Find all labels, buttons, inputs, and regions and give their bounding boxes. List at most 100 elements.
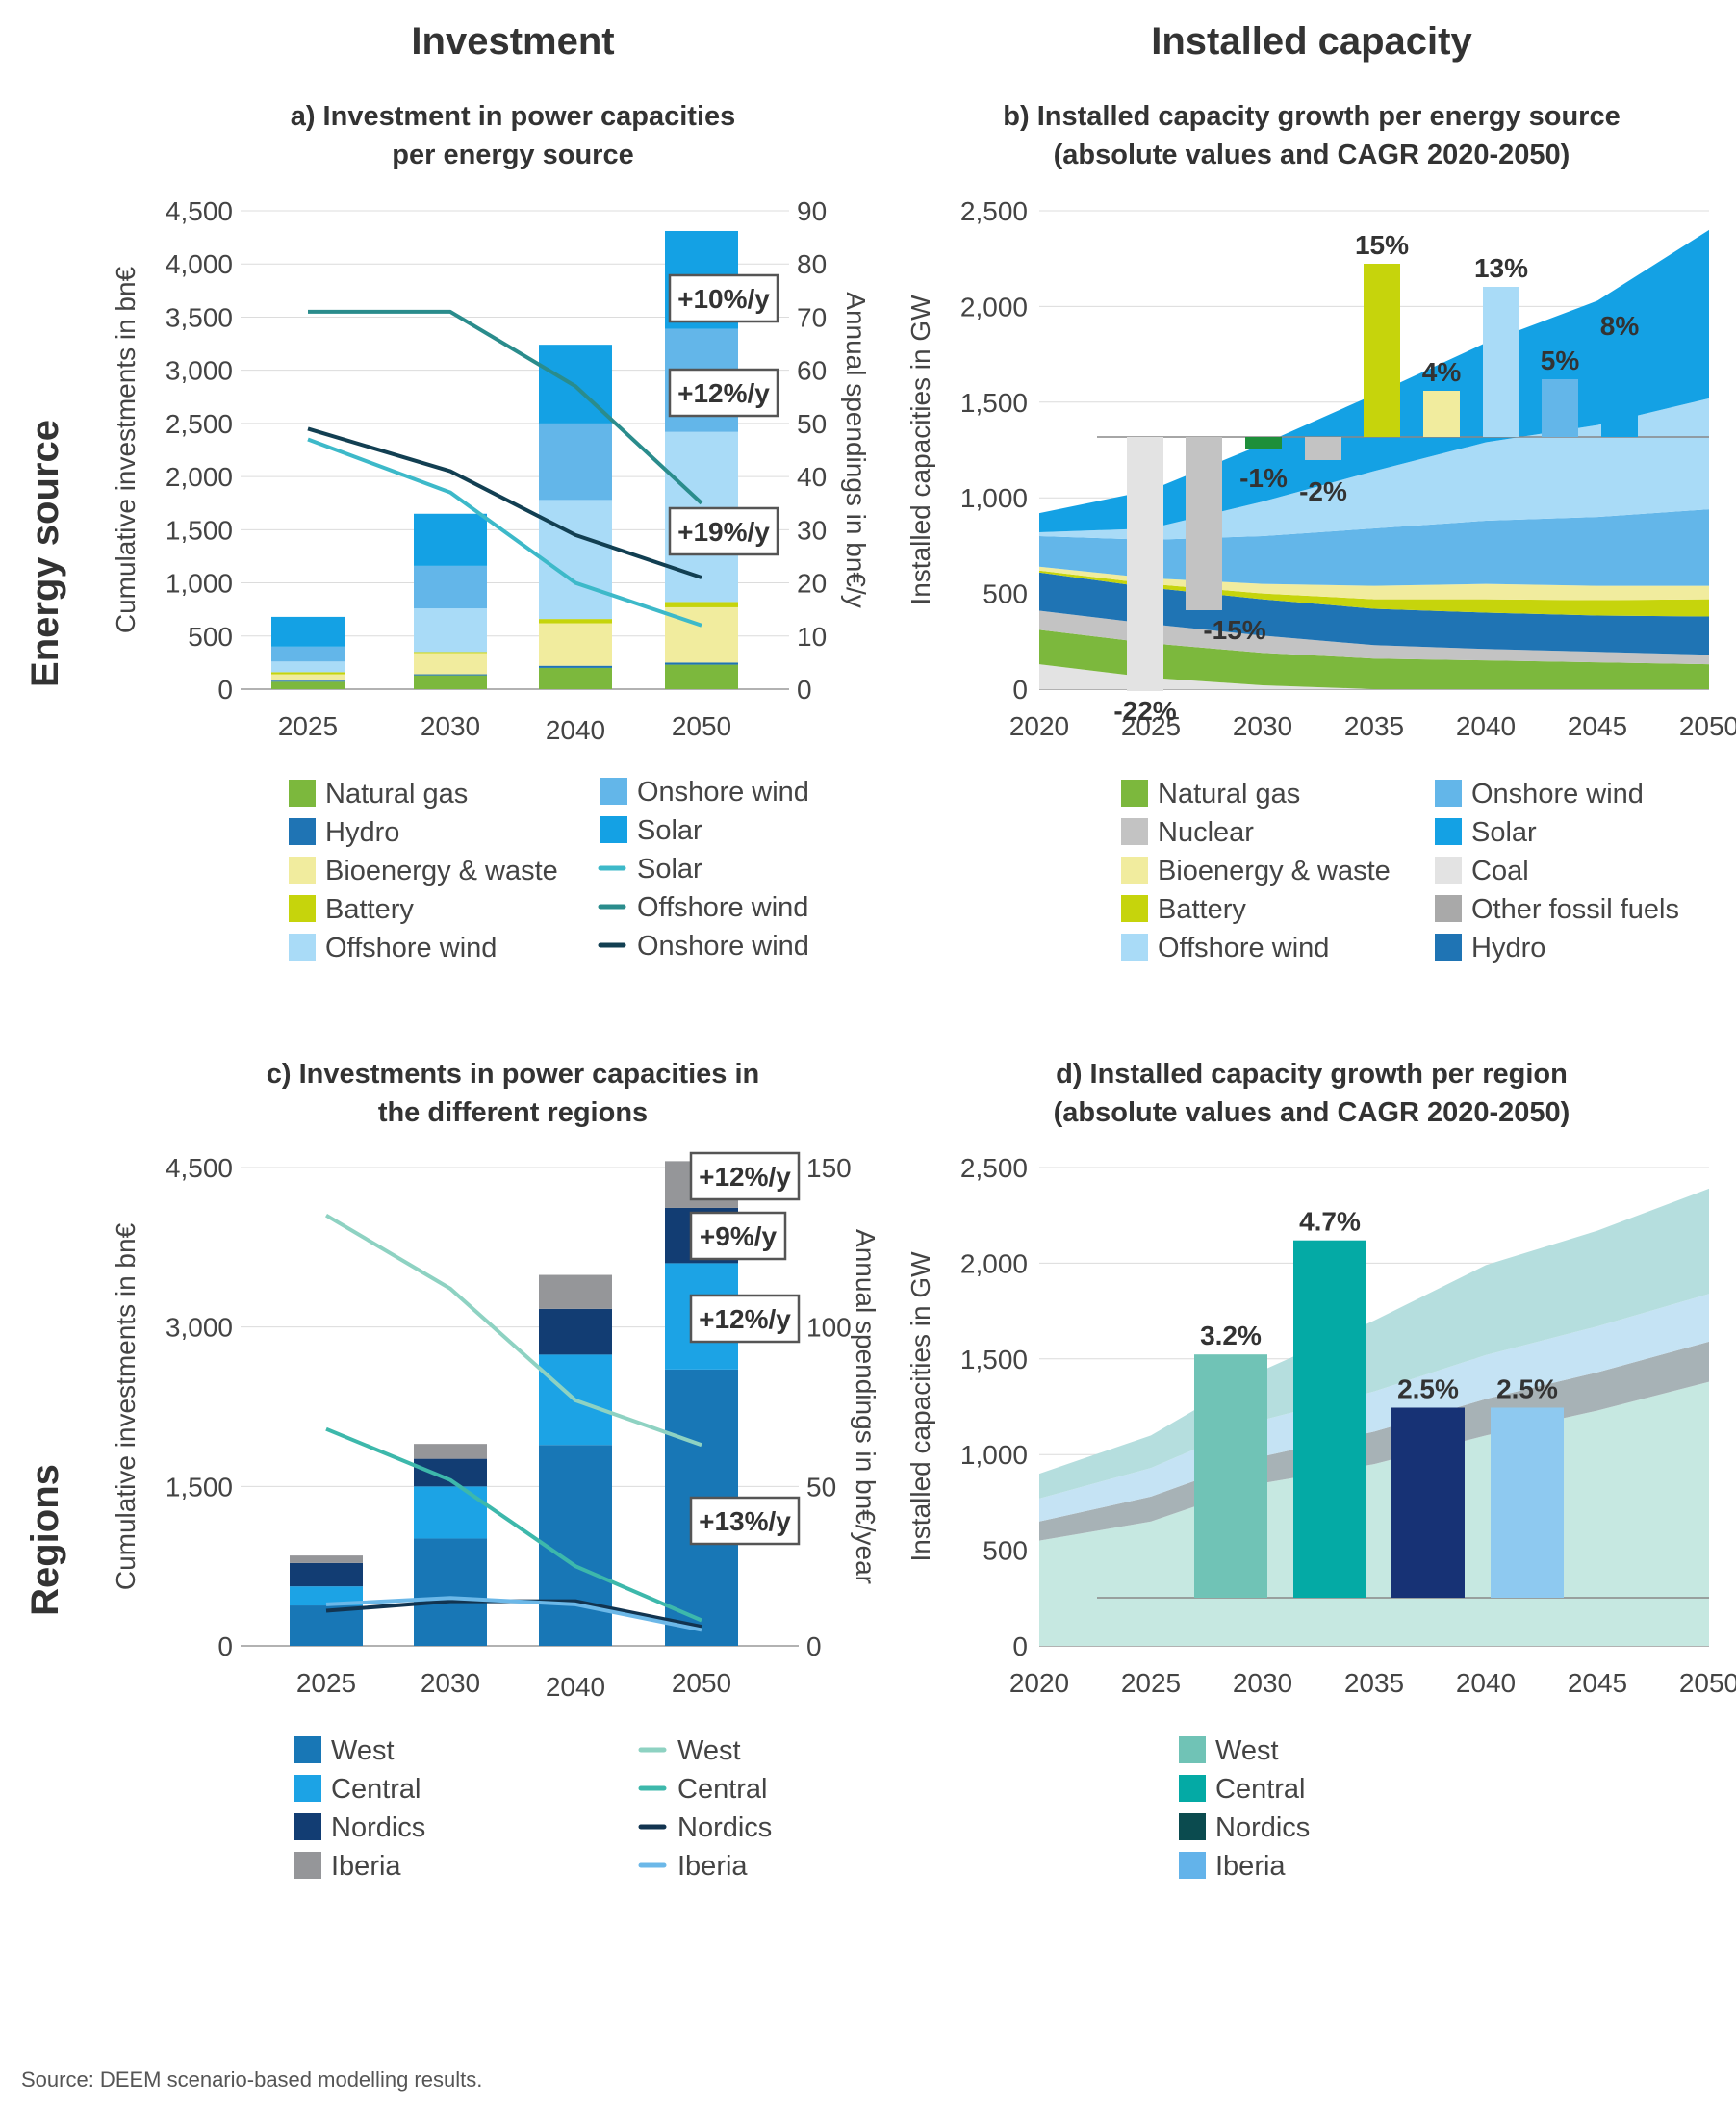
bar-segment — [271, 661, 345, 673]
legend-item-swatch — [1435, 934, 1462, 961]
cagr-annotation-box — [668, 506, 779, 556]
y-axis-label: Cumulative investments in bn€ — [111, 266, 140, 633]
y-axis-tick: 2,000 — [960, 1248, 1028, 1278]
cagr-label: -1% — [1239, 463, 1288, 493]
legend-item-swatch — [289, 780, 316, 807]
x-tick: 2040 — [546, 715, 605, 745]
y-axis-tick: 500 — [983, 1536, 1028, 1566]
x-tick: 2040 — [546, 1672, 605, 1702]
legend-item-swatch — [289, 895, 316, 922]
series-line — [325, 1426, 702, 1623]
bar-segment — [539, 623, 612, 666]
bar-segment — [665, 602, 738, 607]
y-axis-tick: 1,000 — [960, 483, 1028, 513]
legend-item-swatch — [294, 1775, 321, 1802]
series-line — [324, 1213, 702, 1448]
x-tick: 2035 — [1344, 711, 1404, 741]
bar-segment — [290, 1562, 363, 1587]
legend-item-swatch — [289, 857, 316, 884]
y-axis-tick: 4,500 — [166, 196, 233, 226]
series-line — [307, 426, 702, 579]
series-line — [325, 1596, 702, 1632]
bar-segment — [271, 646, 345, 662]
cagr-annotation-box — [689, 1496, 801, 1546]
y2-axis-tick: 70 — [797, 302, 827, 332]
cagr-annotation-box — [668, 368, 779, 418]
legend-item-label: Nordics — [677, 1812, 772, 1843]
bar-segment — [539, 667, 612, 689]
legend-item-label: Bioenergy & waste — [1158, 856, 1391, 886]
y2-axis-label: Annual spendings in bn€/y — [841, 292, 871, 607]
legend-item-label: Iberia — [1215, 1851, 1286, 1882]
legend-item-swatch — [1121, 895, 1148, 922]
x-tick: 2050 — [1679, 1668, 1736, 1698]
legend-item-swatch — [1121, 818, 1148, 845]
y-axis-tick: 2,500 — [960, 1153, 1028, 1183]
x-tick: 2020 — [1009, 1668, 1069, 1698]
bar-segment — [414, 674, 487, 676]
chart-title-line: per energy source — [392, 140, 633, 170]
cagr-label: 4.7% — [1299, 1207, 1361, 1237]
x-tick: 2040 — [1456, 1668, 1516, 1698]
y-axis-tick: 1,500 — [166, 515, 233, 545]
legend-item-label: Onshore wind — [1471, 779, 1644, 809]
legend-item-label: Offshore wind — [1158, 933, 1329, 963]
cagr-annotation: +9%/y — [700, 1221, 778, 1251]
bar-segment — [414, 653, 487, 675]
x-tick: 2030 — [1233, 711, 1292, 741]
area-band — [1039, 570, 1709, 617]
x-tick: 2045 — [1568, 1668, 1627, 1698]
legend-item-swatch — [1435, 780, 1462, 807]
cagr-annotation-box — [689, 1294, 801, 1344]
legend-item-label: Natural gas — [1158, 779, 1300, 809]
column-header-installed-capacity: Installed capacity — [1151, 20, 1472, 63]
legend-item-label: Battery — [1158, 894, 1246, 925]
row-header-regions: Regions — [24, 1464, 66, 1616]
bar-segment — [414, 675, 487, 689]
legend-item-swatch — [1121, 857, 1148, 884]
cagr-bar — [1364, 264, 1400, 437]
cagr-annotation: +12%/y — [699, 1304, 791, 1334]
legend-item-label: Central — [677, 1774, 768, 1805]
cagr-bar — [1293, 1240, 1366, 1598]
chart-title-line: a) Investment in power capacities — [291, 101, 736, 132]
y2-axis-tick: 80 — [797, 249, 827, 279]
bar-segment — [539, 619, 612, 624]
y-axis-tick: 4,000 — [166, 249, 233, 279]
y2-axis-tick: 150 — [806, 1153, 852, 1183]
y-axis-tick: 1,500 — [166, 1472, 233, 1502]
legend-item-swatch — [289, 818, 316, 845]
legend-item-label: Solar — [637, 854, 702, 885]
cagr-annotation: +12%/y — [677, 378, 770, 408]
bar-segment — [290, 1605, 363, 1646]
x-tick: 2050 — [672, 711, 731, 741]
legend-item-swatch — [1435, 857, 1462, 884]
chart-title-line: c) Investments in power capacities in — [267, 1059, 760, 1090]
legend-item-label: Hydro — [325, 817, 399, 848]
legend-item-swatch — [1435, 818, 1462, 845]
cagr-bar — [1601, 345, 1638, 437]
cagr-annotation-box — [689, 1151, 801, 1201]
legend-item-label: Iberia — [331, 1851, 401, 1882]
legend-item-swatch — [600, 778, 627, 805]
cagr-label: -15% — [1203, 615, 1265, 645]
bar-segment — [665, 662, 738, 665]
y-axis-tick: 0 — [217, 675, 233, 705]
bar-segment — [414, 1486, 487, 1539]
cagr-bar — [1194, 1354, 1267, 1598]
y2-axis-tick: 50 — [797, 409, 827, 439]
bar-segment — [271, 672, 345, 675]
bar-segment — [290, 1586, 363, 1606]
x-tick: 2050 — [672, 1668, 731, 1698]
cagr-bar — [1245, 437, 1282, 449]
y2-axis-tick: 100 — [806, 1313, 852, 1343]
legend-item-label: Hydro — [1471, 933, 1545, 963]
y-axis-tick: 0 — [217, 1631, 233, 1661]
panel-d-capacity-by-region: d) Installed capacity growth per region (… — [906, 1059, 1736, 1882]
area-band — [1039, 398, 1709, 540]
legend-item-label: Natural gas — [325, 779, 468, 809]
x-tick: 2025 — [1121, 711, 1181, 741]
y-axis-tick: 4,500 — [166, 1153, 233, 1183]
bar-segment — [539, 1445, 612, 1646]
y-axis-label: Installed capacities in GW — [906, 295, 935, 605]
